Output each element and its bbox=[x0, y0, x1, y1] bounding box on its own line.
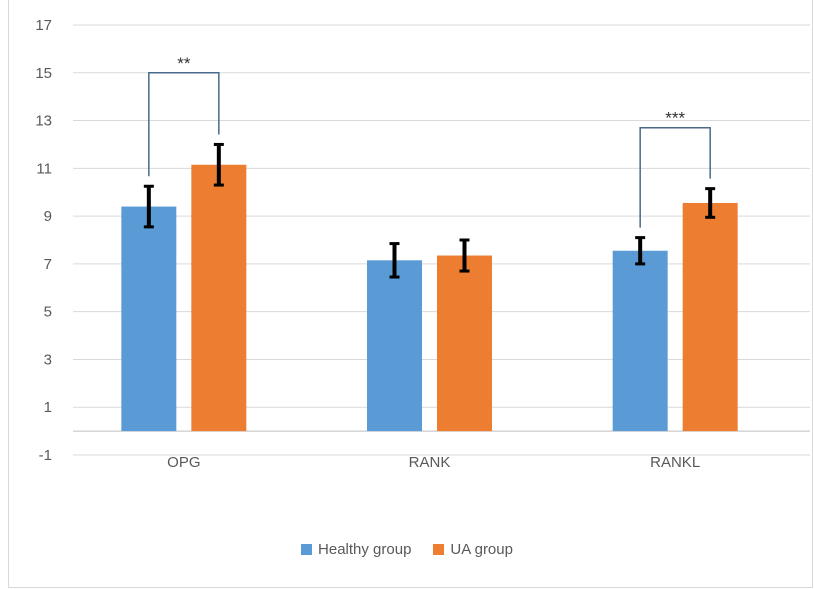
bar-opg-0 bbox=[121, 206, 177, 432]
significance-bracket bbox=[639, 126, 711, 228]
legend-item: UA group bbox=[433, 541, 513, 558]
legend-swatch bbox=[433, 544, 445, 555]
y-tick-label: 9 bbox=[44, 208, 52, 225]
significance-bracket bbox=[148, 72, 220, 177]
x-category-label: OPG bbox=[167, 454, 200, 471]
y-tick-label: 5 bbox=[44, 304, 52, 321]
legend-item: Healthy group bbox=[301, 541, 411, 558]
significance-label: ** bbox=[177, 54, 191, 73]
legend-swatch bbox=[301, 544, 313, 555]
legend-label: UA group bbox=[450, 541, 513, 558]
x-category-label: RANK bbox=[409, 454, 451, 471]
bar-rank-1 bbox=[437, 255, 492, 432]
bar-opg-1 bbox=[191, 164, 247, 432]
y-tick-label: 15 bbox=[35, 65, 52, 82]
chart-legend: Healthy group UA group bbox=[0, 541, 814, 558]
x-category-label: RANKL bbox=[650, 454, 700, 471]
bar-rank-0 bbox=[367, 260, 422, 432]
y-tick-label: 7 bbox=[44, 256, 52, 273]
y-tick-label: 1 bbox=[44, 399, 52, 416]
y-tick-label: 3 bbox=[44, 351, 52, 368]
y-tick-label: 13 bbox=[35, 113, 52, 130]
bar-rankl-1 bbox=[682, 202, 738, 432]
y-tick-label: 17 bbox=[35, 17, 52, 34]
y-tick-label: 11 bbox=[36, 160, 52, 177]
significance-label: *** bbox=[665, 109, 685, 128]
y-tick-label: -1 bbox=[39, 447, 52, 464]
legend-label: Healthy group bbox=[318, 541, 412, 558]
bar-rankl-0 bbox=[612, 250, 668, 432]
